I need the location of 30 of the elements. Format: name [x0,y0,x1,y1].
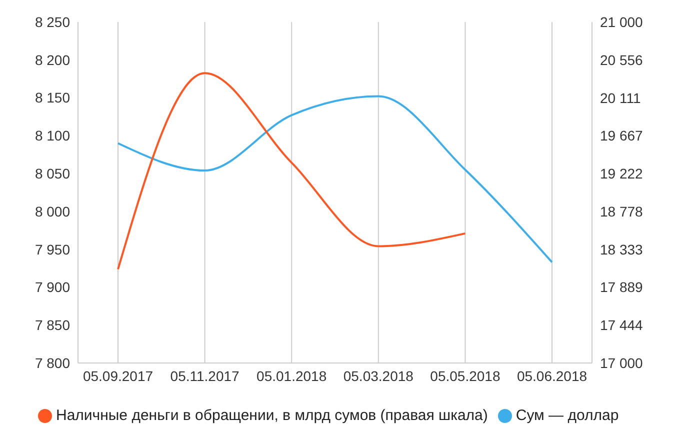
y2-tick-label: 20 111 [600,90,641,106]
y2-tick-label: 18 333 [600,241,644,258]
line-series [117,72,466,270]
x-tick-label: 05.09.2017 [82,368,154,384]
y-tick-label: 8 000 [34,203,70,220]
line-series [117,95,553,264]
x-tick-label: 05.01.2018 [256,368,327,384]
y2-tick-label: 17 444 [600,317,644,334]
y-tick-label: 7 850 [34,317,70,334]
y-tick-label: 7 800 [34,354,70,371]
x-tick-label: 05.11.2017 [170,368,240,384]
y-tick-label: 7 950 [34,241,70,258]
x-tick-label: 05.03.2018 [343,368,414,384]
legend-label: Сум — доллар [516,407,619,424]
y-tick-label: 8 100 [34,128,70,144]
y2-tick-label: 19 222 [600,166,644,182]
y-tick-label: 8 200 [34,52,70,68]
y2-tick-label: 17 889 [600,279,644,296]
y-tick-label: 8 250 [34,14,70,30]
y2-tick-label: 21 000 [600,14,644,30]
y-tick-label: 7 900 [34,279,70,296]
y2-tick-label: 18 778 [600,203,644,220]
y-tick-label: 8 150 [34,90,70,106]
y2-tick-label: 17 000 [600,354,644,371]
legend-label: Наличные деньги в обращении, в млрд сумов (правая шкала) [56,407,488,424]
y2-tick-label: 20 556 [600,52,644,68]
x-tick-label: 05.05.2018 [430,368,500,384]
y2-tick-label: 19 667 [600,128,644,144]
y-tick-label: 8 050 [34,166,70,182]
x-tick-label: 05.06.2018 [516,368,588,384]
